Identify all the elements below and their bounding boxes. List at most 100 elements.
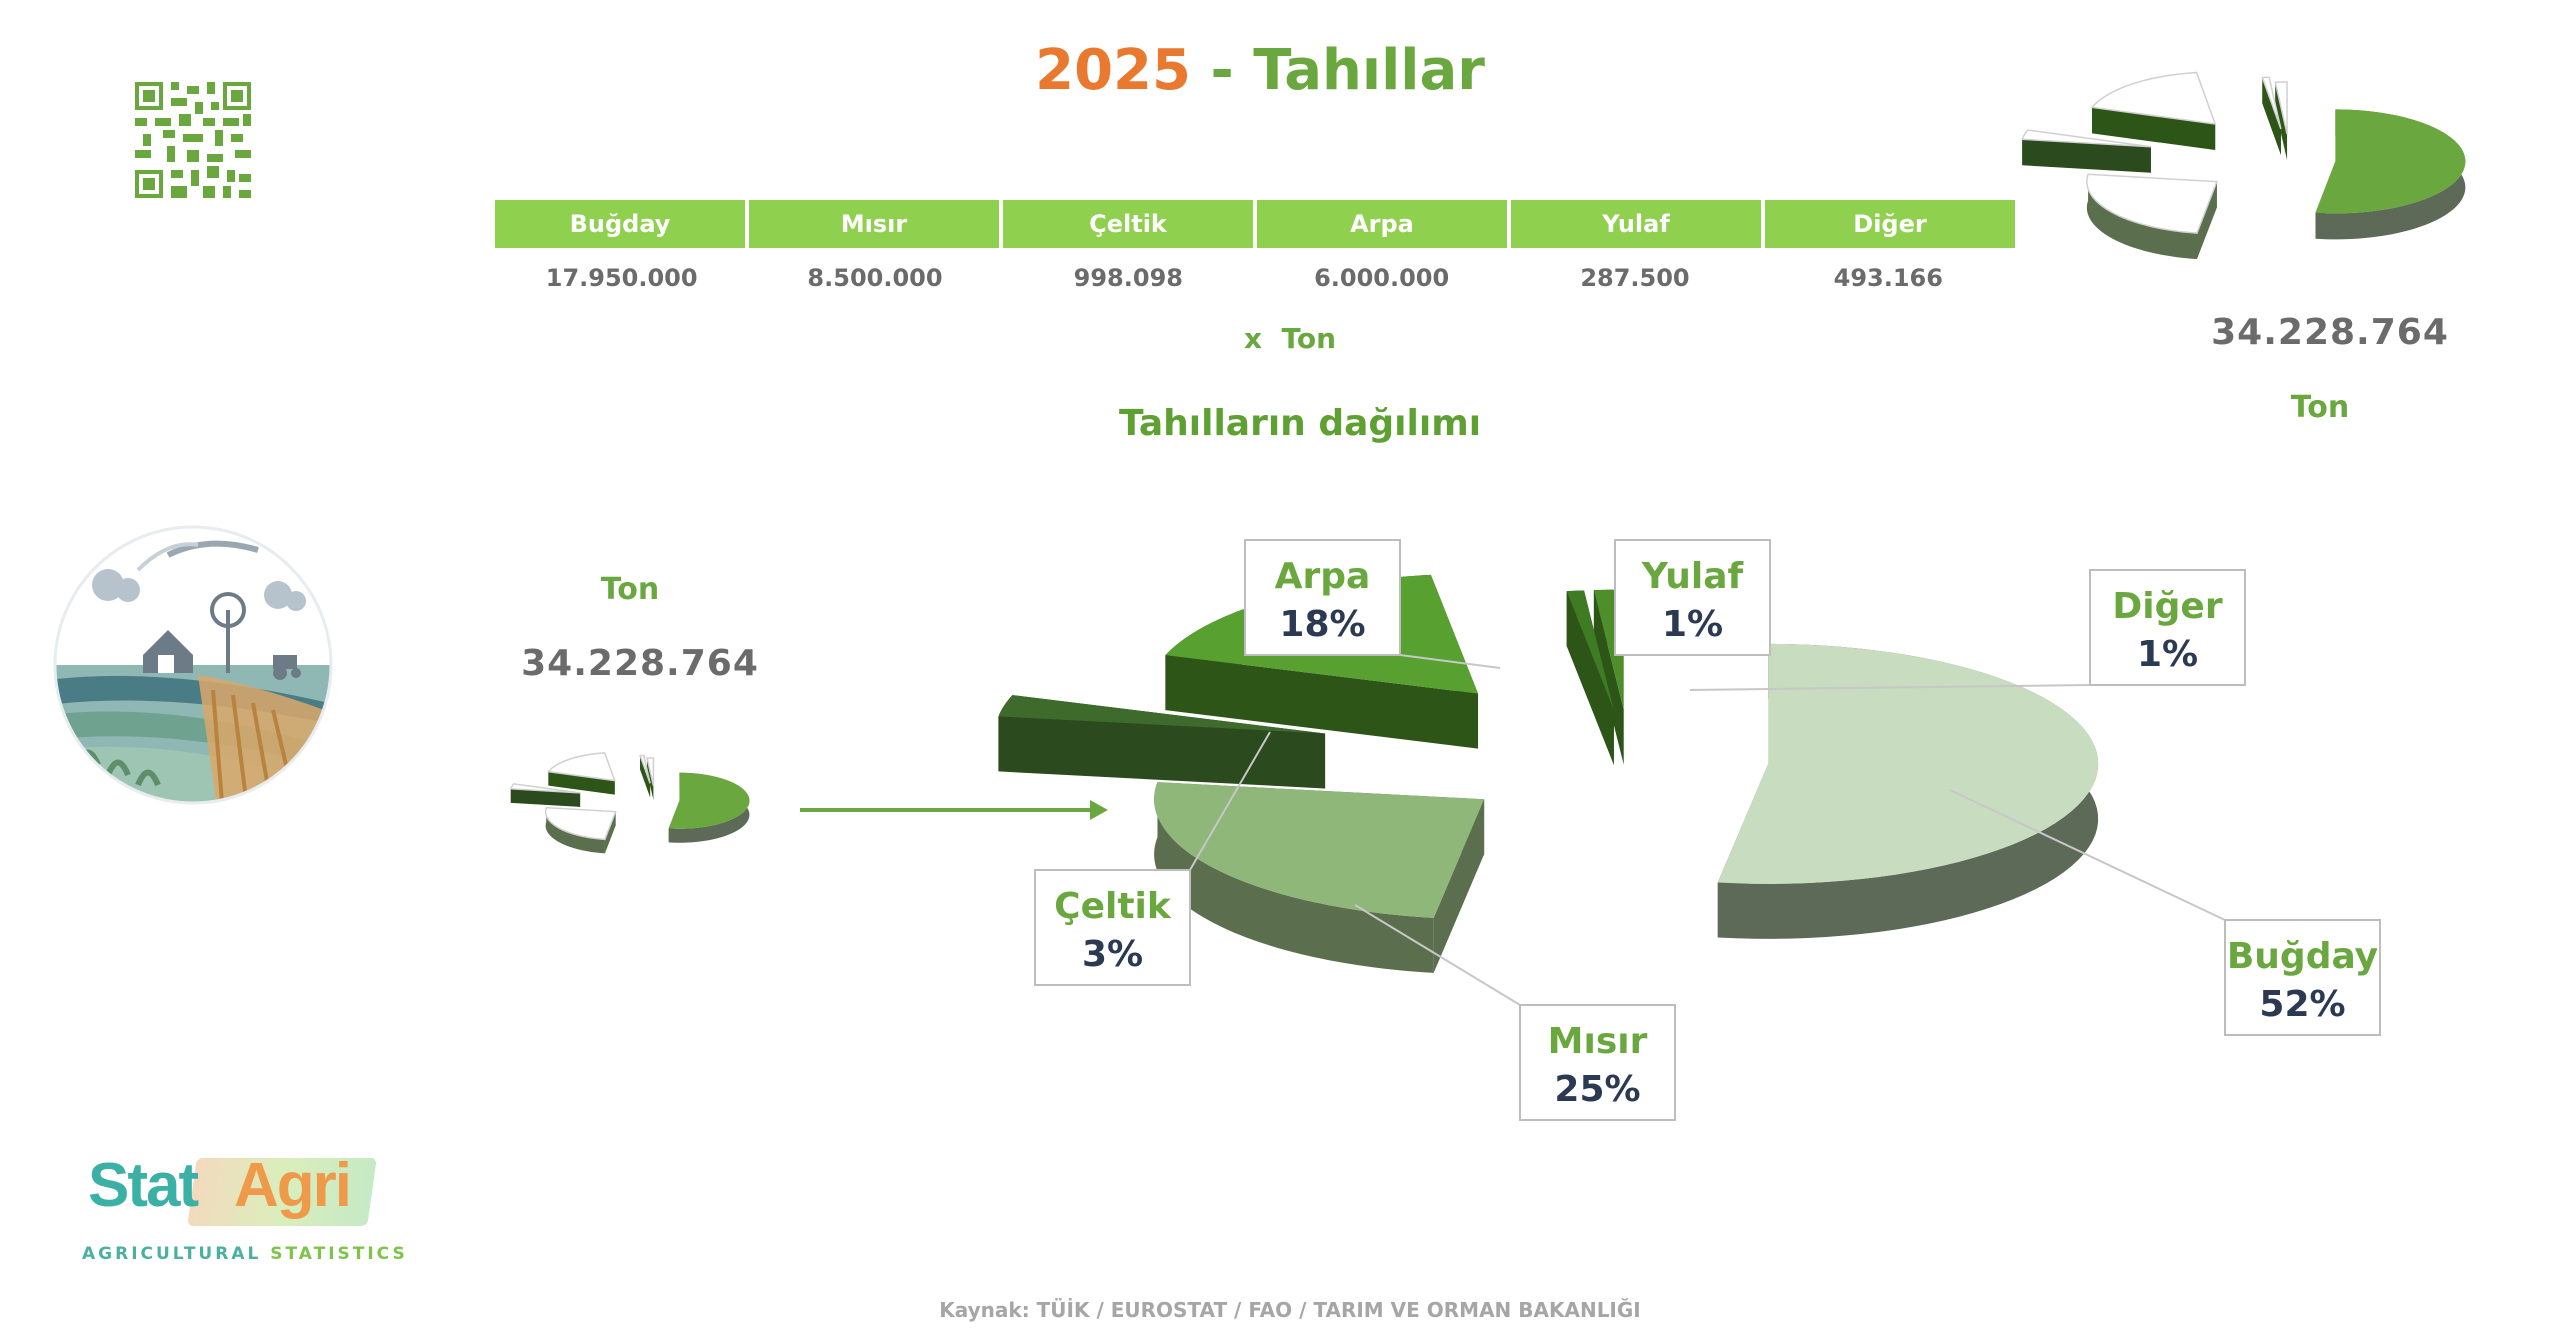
- table-unit: x Ton: [1243, 322, 1337, 355]
- pie-slice-wall: [640, 755, 651, 798]
- data-label-box: [1034, 869, 1191, 986]
- mini-pie-right: [2021, 71, 2466, 260]
- pie-slice-top: [2086, 173, 2218, 234]
- data-label-name: Çeltik: [1054, 886, 1172, 927]
- data-label-box: [2224, 919, 2381, 1036]
- data-label-percent: 18%: [1279, 604, 1365, 645]
- pie-slice-top: [668, 772, 750, 829]
- leader-line: [1399, 654, 1501, 669]
- pie-slice-3: [2021, 129, 2152, 173]
- data-label-percent: 1%: [2137, 634, 2198, 675]
- pie-slice-side: [545, 807, 605, 854]
- pie-slice-top: [998, 695, 1326, 734]
- table-header-cell: Mısır: [749, 200, 1003, 248]
- pie-slice-wall: [1566, 591, 1614, 765]
- data-label-box: [2089, 569, 2246, 686]
- pie-slice-top: [646, 757, 655, 787]
- pie-slice-top: [546, 752, 616, 782]
- pie-slice-1: [1717, 643, 2099, 939]
- data-label-percent: 1%: [1662, 604, 1723, 645]
- statagri-logo: Stat Agri AGRICULTURAL STATISTICS: [82, 1150, 405, 1270]
- title-year: 2025: [1035, 38, 1191, 103]
- table-header-cell: Buğday: [495, 200, 749, 248]
- pie-slice-top: [1717, 643, 2099, 884]
- pie-slice-top: [2274, 81, 2288, 135]
- right-arrow-icon: [800, 800, 1108, 820]
- leader-line: [1949, 789, 2226, 921]
- table-header-cell: Yulaf: [1511, 200, 1765, 248]
- pie-slice-3: [998, 695, 1326, 789]
- source-note: Kaynak: TÜİK / EUROSTAT / FAO / TARIM VE…: [939, 1298, 1641, 1322]
- leader-line: [1689, 684, 2091, 691]
- table-cell: 493.166: [1833, 264, 1943, 292]
- pie-slice-wall: [548, 771, 615, 795]
- total-value-right: 34.228.764: [2211, 312, 2449, 353]
- pie-slice-top: [2261, 76, 2282, 130]
- pie-slice-top: [1154, 782, 1485, 918]
- pie-slice-5: [1566, 590, 1614, 765]
- pie-slice-side: [2086, 174, 2197, 260]
- pie-slice-top: [2315, 109, 2466, 214]
- data-label-name: Arpa: [1275, 556, 1371, 597]
- pie-slice-2: [2086, 173, 2218, 260]
- pie-slice-top: [544, 806, 617, 841]
- table-header-cell: Çeltik: [1003, 200, 1257, 248]
- pie-slice-1: [668, 772, 750, 843]
- data-label-box: [1244, 539, 1401, 656]
- data-label-name: Diğer: [2112, 586, 2222, 627]
- table-cell: 6.000.000: [1314, 264, 1450, 292]
- data-label-box: [1614, 539, 1771, 656]
- vertical-divider-1: [392, 215, 397, 1125]
- data-label: Buğday 52%: [2224, 919, 2381, 1036]
- pie-slice-side: [1154, 782, 1434, 973]
- pie-slice-wall: [647, 758, 654, 801]
- page-title: 2025 - Tahıllar: [0, 38, 2520, 103]
- pie-slice-6: [2274, 81, 2288, 161]
- table-header-cell: Diğer: [1765, 200, 2015, 248]
- pie-slice-top: [639, 754, 651, 784]
- pie-slice-wall: [1165, 655, 1479, 749]
- pie-slice-1: [2315, 109, 2466, 240]
- table-header-row: Buğday Mısır Çeltik Arpa Yulaf Diğer: [495, 200, 2015, 248]
- data-label-percent: 52%: [2259, 984, 2345, 1025]
- data-label-percent: 25%: [1554, 1069, 1640, 1110]
- pie-slice-wall: [2275, 82, 2288, 161]
- data-label: Mısır 25%: [1519, 1004, 1676, 1121]
- table-row: 17.950.000 8.500.000 998.098 6.000.000 2…: [495, 248, 2015, 308]
- horizontal-divider: [495, 134, 2015, 139]
- production-table: Buğday Mısır Çeltik Arpa Yulaf Diğer 17.…: [495, 200, 2015, 308]
- data-label-name: Mısır: [1548, 1021, 1648, 1062]
- pie-slice-2: [544, 806, 617, 854]
- data-label-name: Buğday: [2227, 936, 2378, 977]
- data-label-box: [1519, 1004, 1676, 1121]
- leader-line: [1189, 731, 1271, 871]
- title-text: Tahıllar: [1253, 38, 1485, 103]
- pie-slice-5: [639, 754, 651, 798]
- data-label: Çeltik 3%: [1034, 869, 1191, 986]
- qr-code-icon: [135, 82, 251, 198]
- pie-slices: [998, 574, 2099, 973]
- pie-slice-4: [2090, 71, 2217, 151]
- total-unit-left: Ton: [600, 572, 660, 607]
- table-cell: 17.950.000: [545, 264, 698, 292]
- pie-slice-3: [509, 783, 581, 807]
- pie-slice-wall: [1593, 590, 1624, 765]
- pie-slice-2: [1154, 782, 1485, 973]
- farm-landscape-icon: [53, 525, 333, 805]
- data-label: Arpa 18%: [1244, 539, 1401, 656]
- total-unit-right: Ton: [2290, 390, 2350, 425]
- pie-slice-top: [1566, 590, 1614, 710]
- pie-slice-6: [646, 757, 655, 801]
- pie-slice-top: [509, 783, 581, 794]
- data-label: Diğer 1%: [2089, 569, 2246, 686]
- table-cell: 998.098: [1073, 264, 1183, 292]
- pie-slice-4: [546, 752, 616, 795]
- data-label-percent: 3%: [1082, 934, 1143, 975]
- pie-slice-wall: [2262, 77, 2281, 156]
- pie-slice-5: [2261, 76, 2282, 156]
- pie-slice-top: [2021, 129, 2152, 148]
- data-label: Yulaf 1%: [1614, 539, 1771, 656]
- logo-stat: Stat: [88, 1151, 199, 1220]
- pie-slice-wall: [2092, 107, 2216, 151]
